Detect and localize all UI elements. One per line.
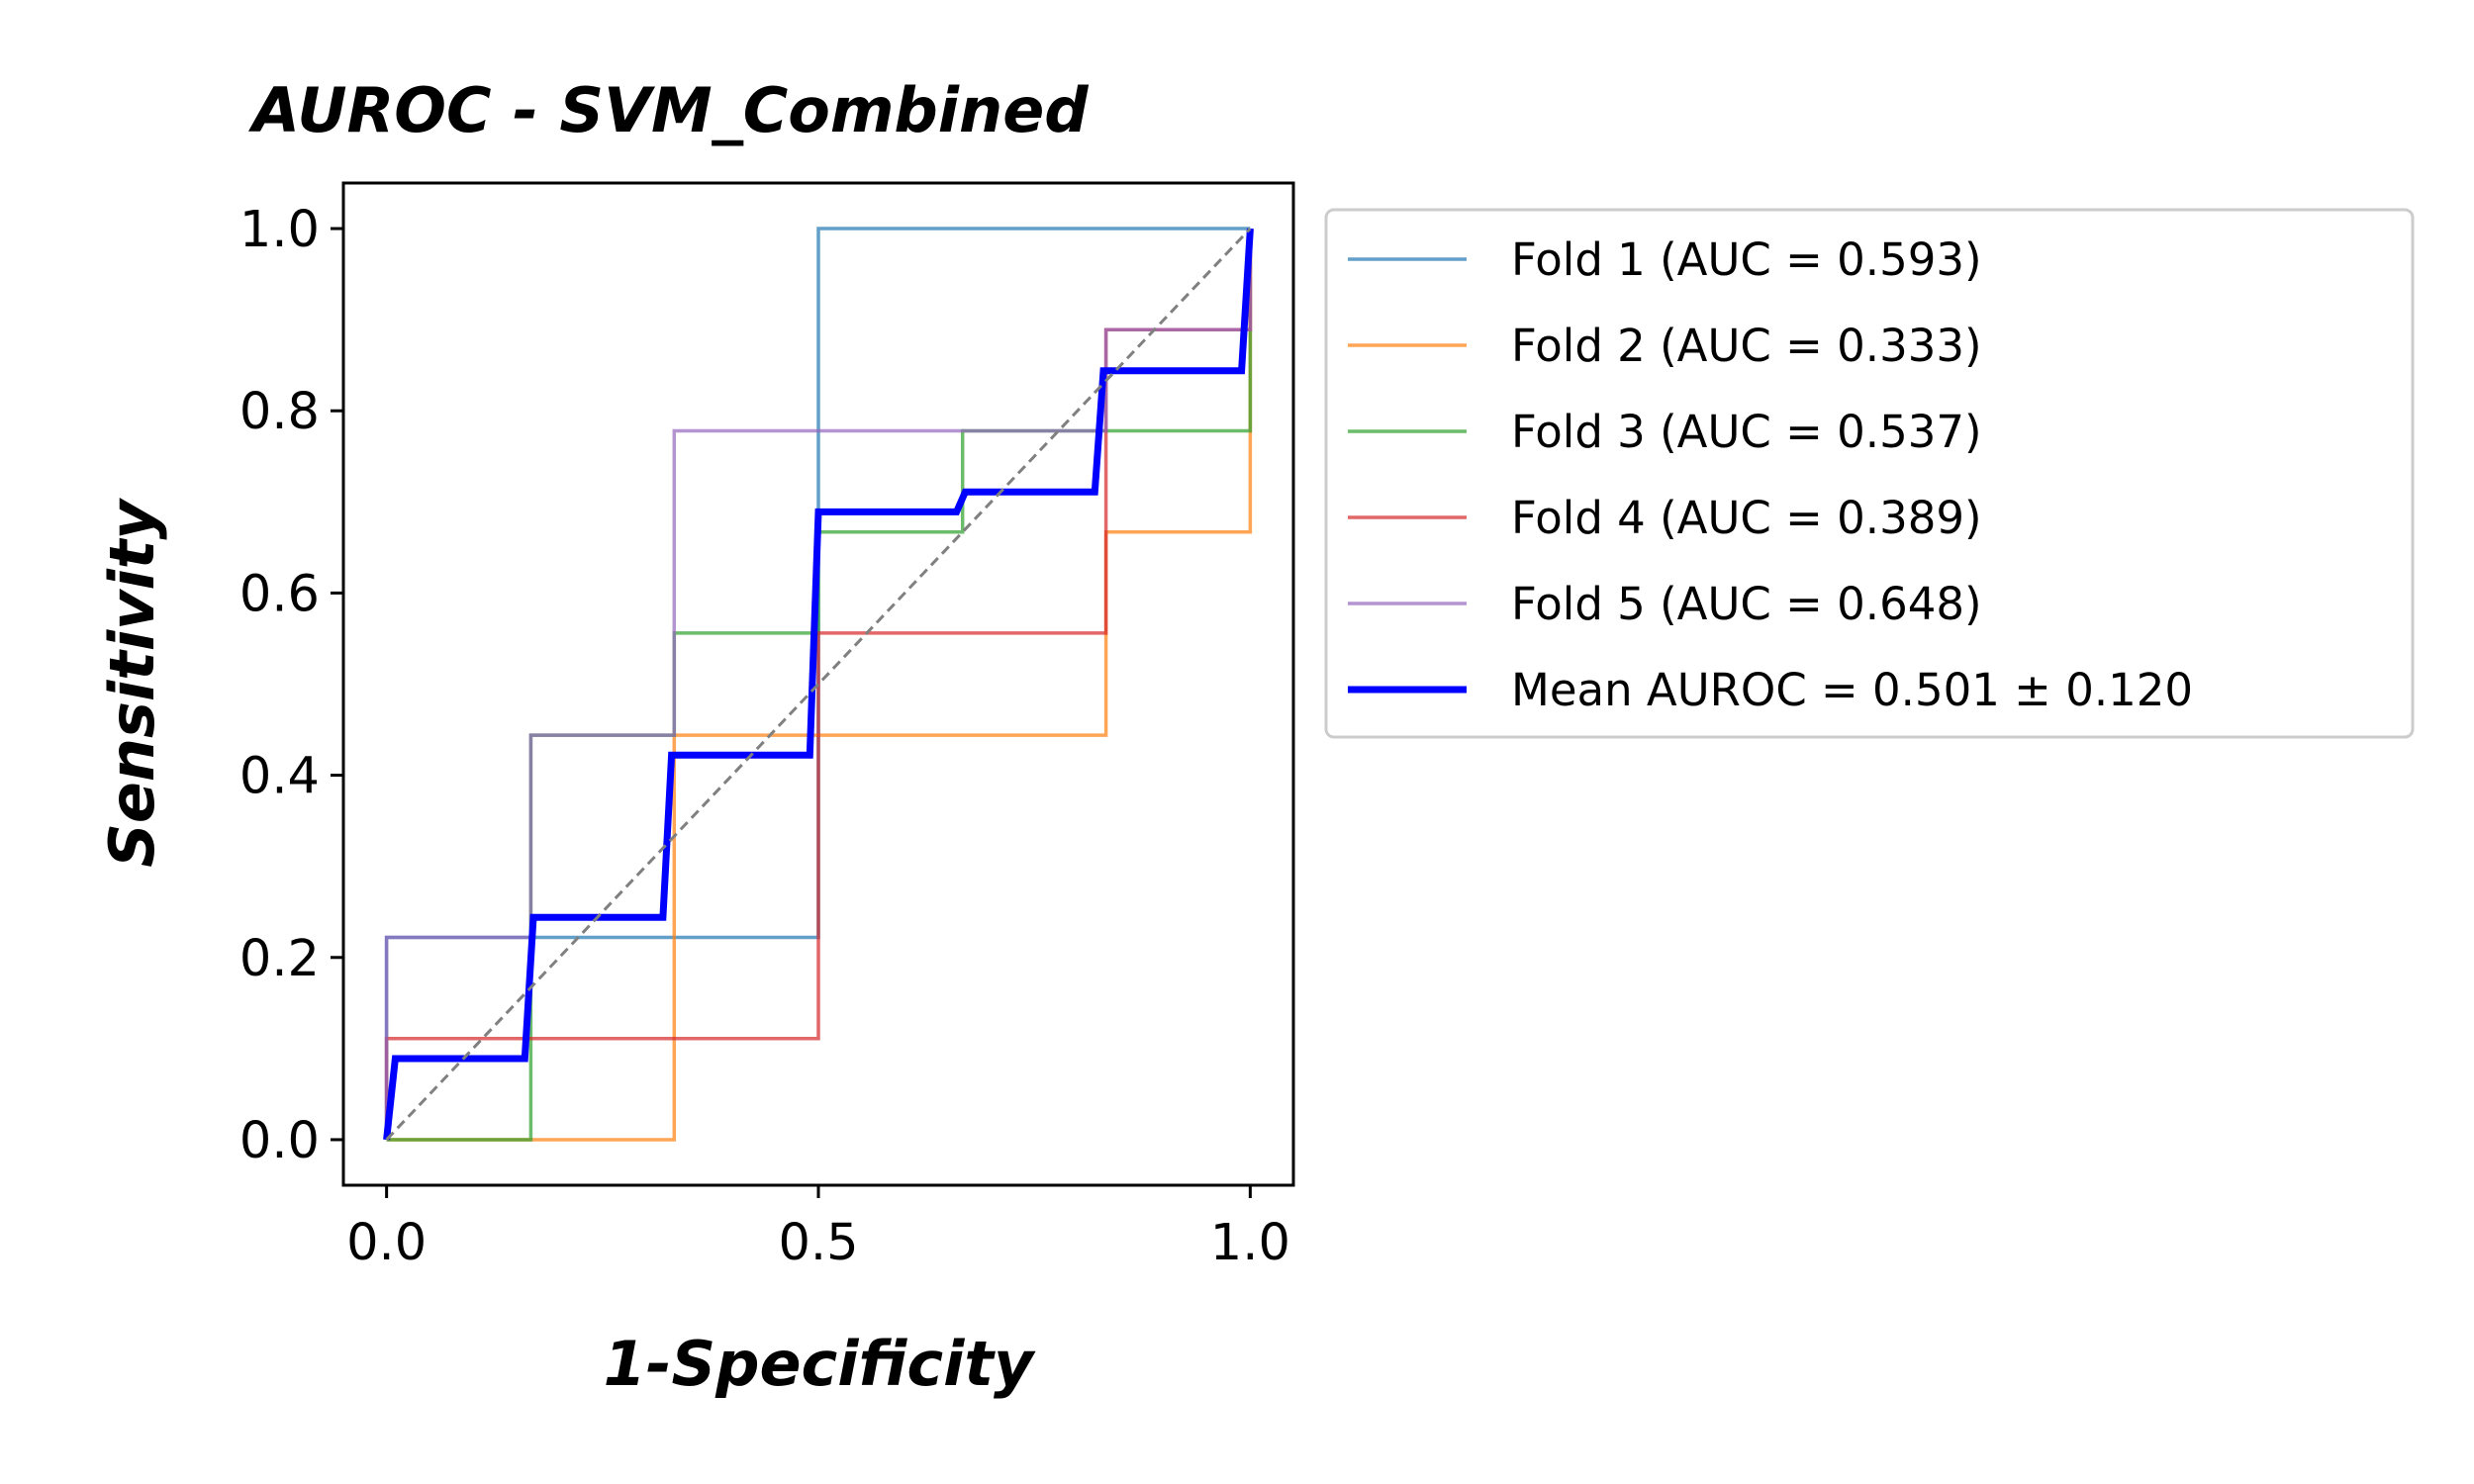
y-axis-label: Sensitivity [96, 498, 168, 868]
y-tick-label: 0.6 [239, 565, 320, 623]
y-tick-label: 0.8 [239, 383, 320, 441]
legend-label: Fold 4 (AUC = 0.389) [1511, 492, 1982, 544]
legend-label: Fold 3 (AUC = 0.537) [1511, 406, 1982, 458]
legend-frame [1324, 208, 2415, 739]
legend-label: Mean AUROC = 0.501 ± 0.120 [1511, 664, 2193, 716]
x-tick-label: 1.0 [1210, 1214, 1290, 1272]
axis-ticks: 0.0 0.5 1.0 0.0 0.2 0.4 0.6 0.8 1.0 [239, 201, 1290, 1272]
fold-2-roc-line [386, 229, 1253, 1142]
chance-diagonal-line [385, 228, 1252, 1141]
plot-area [383, 227, 1254, 1142]
y-tick-label: 1.0 [239, 201, 320, 259]
fold-5-roc-line [384, 229, 1253, 1140]
y-tick-label: 0.2 [239, 930, 320, 988]
legend-label: Fold 1 (AUC = 0.593) [1511, 233, 1982, 286]
legend-label: Fold 2 (AUC = 0.333) [1511, 320, 1982, 372]
y-tick-label: 0.4 [239, 748, 320, 806]
legend: Fold 1 (AUC = 0.593) Fold 2 (AUC = 0.333)… [1324, 208, 2415, 739]
legend-label: Fold 5 (AUC = 0.648) [1511, 578, 1982, 630]
chart-title: AUROC - SVM_Combined [247, 74, 1089, 146]
mean-roc-line [383, 228, 1254, 1141]
x-tick-label: 0.5 [778, 1214, 858, 1272]
y-tick-label: 0.0 [239, 1112, 320, 1170]
x-axis-label: 1-Specificity [604, 1328, 1036, 1400]
x-tick-label: 0.0 [346, 1214, 427, 1272]
